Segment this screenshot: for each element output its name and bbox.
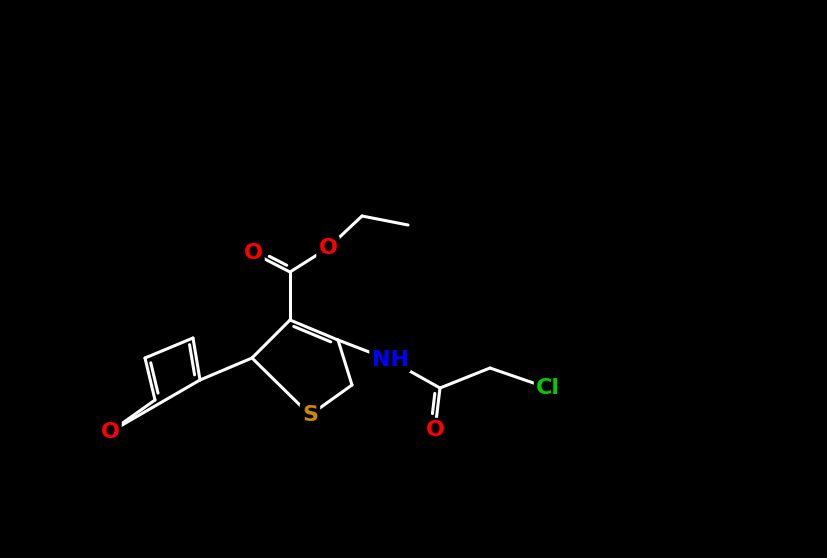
Text: S: S: [302, 405, 318, 425]
Text: O: O: [101, 422, 119, 442]
Text: Cl: Cl: [536, 378, 560, 398]
Text: O: O: [243, 243, 262, 263]
Text: O: O: [426, 420, 444, 440]
Text: NH: NH: [371, 350, 409, 370]
Text: O: O: [318, 238, 337, 258]
